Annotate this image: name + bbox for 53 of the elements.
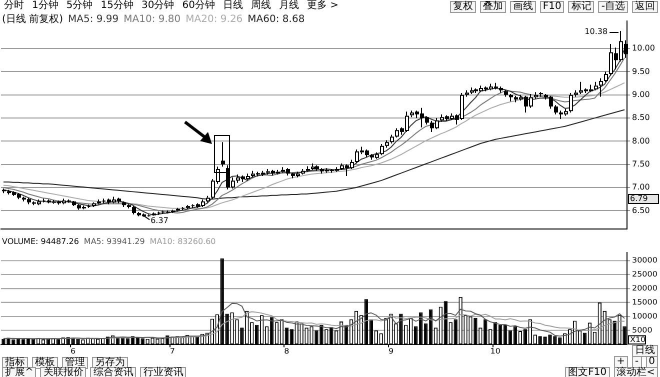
text: 复权: [450, 1, 476, 13]
text: MA10: 9.80: [124, 14, 181, 25]
y-tick-label: 8.50: [632, 113, 650, 122]
text: 30分钟: [140, 0, 176, 11]
candlestick: [221, 142, 225, 168]
candlestick: [569, 92, 573, 113]
text: 滚动栏<: [614, 367, 658, 377]
candlestick: [380, 143, 384, 156]
text: 15分钟: [100, 0, 134, 11]
y-tick-label: 9.00: [632, 90, 650, 99]
text: 6.79: [630, 194, 648, 204]
y-tick-label: 8.00: [632, 136, 650, 146]
text: -: [632, 356, 642, 368]
candlestick: [549, 95, 553, 110]
text: 行业资讯: [140, 367, 186, 377]
candlestick: [604, 71, 608, 82]
y-tick-label: 9.50: [632, 66, 650, 76]
text: 关联报价: [40, 367, 86, 377]
text: 分时: [3, 0, 25, 11]
annotation: 10.38: [584, 27, 608, 36]
text: 标记: [568, 1, 594, 13]
candlestick: [554, 104, 558, 115]
text: 日线: [632, 345, 658, 357]
text: MA20: 9.26: [186, 14, 243, 25]
y-tick-label: 7.00: [632, 182, 650, 192]
text: 扩展^: [2, 367, 36, 377]
y-tick-label: 6.50: [632, 206, 650, 215]
text: 周线: [250, 0, 272, 11]
text: +: [614, 356, 628, 368]
text: MA5: 93941.29: [84, 236, 145, 247]
text: 综合资讯: [90, 367, 136, 377]
text: 5分钟: [65, 0, 94, 11]
text: VOLUME: 94487.26: [2, 236, 79, 247]
text: -自选: [598, 1, 628, 13]
y-tick-label: 7.50: [632, 159, 650, 168]
text: 叠加: [480, 1, 506, 13]
text: MA60: 8.68: [248, 14, 305, 25]
text: 画线: [510, 1, 536, 13]
text: 60分钟: [181, 0, 216, 11]
text: MA10: 83260.60: [150, 236, 216, 247]
text: 日线: [222, 0, 244, 11]
text: 1分钟: [31, 0, 60, 11]
text: 图文F10: [565, 367, 610, 377]
candlestick: [599, 78, 603, 98]
text: 0: [646, 356, 658, 368]
y-tick-label: 10.00: [632, 44, 655, 53]
text: F10: [540, 1, 564, 13]
annotation: 6.37: [150, 216, 168, 225]
text: 月线: [278, 0, 300, 11]
text: 更多 >: [306, 0, 340, 11]
text: 返回: [632, 1, 658, 13]
text: MA5: 9.99: [68, 14, 119, 25]
chart-title: (日线 前复权): [2, 14, 63, 25]
